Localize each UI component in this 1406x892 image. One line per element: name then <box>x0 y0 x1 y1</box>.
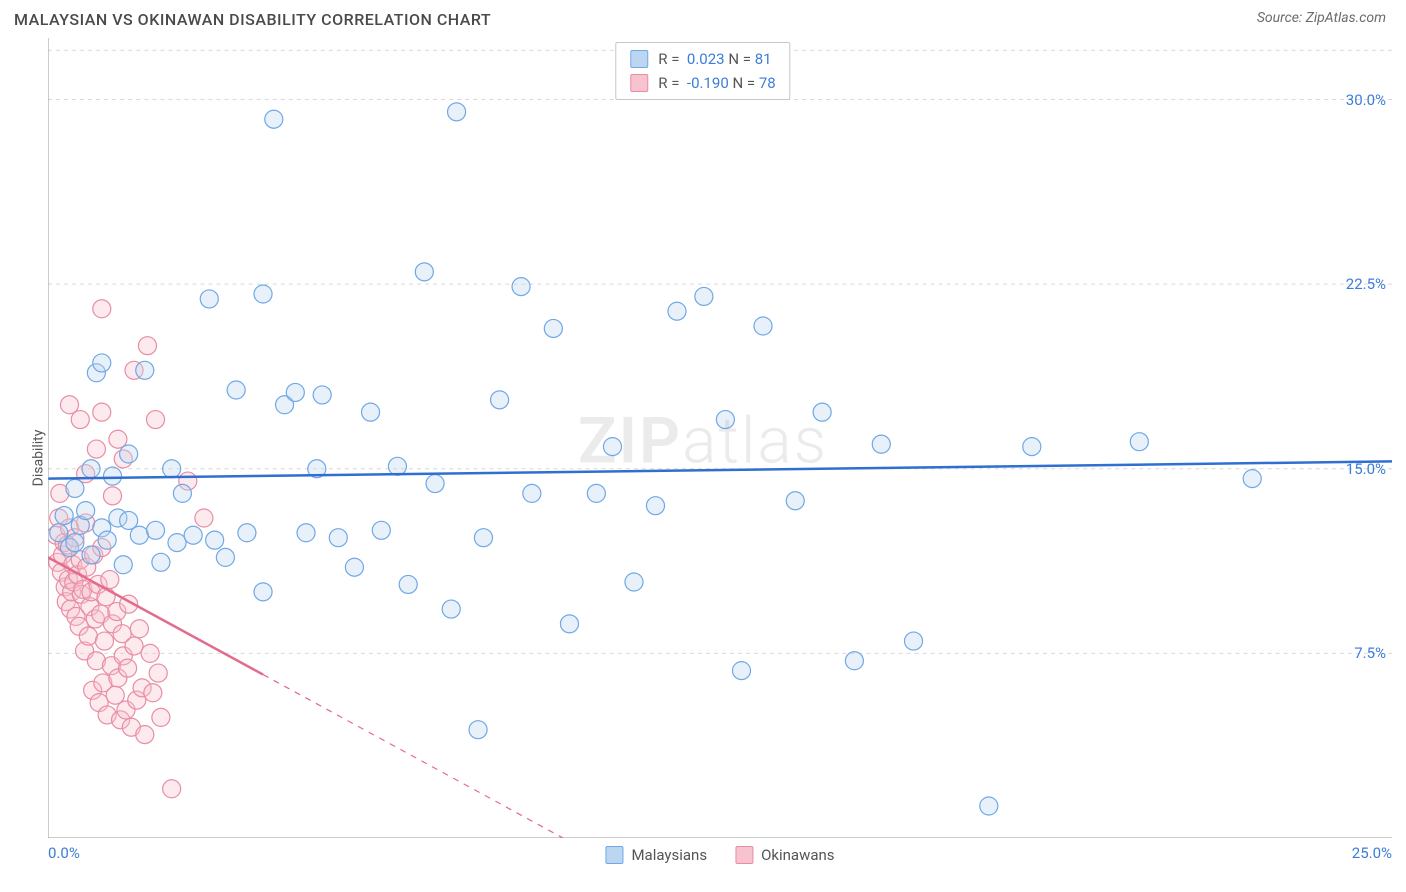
series-legend: Malaysians Okinawans <box>605 846 834 864</box>
swatch-icon <box>605 846 623 864</box>
legend-label: Okinawans <box>761 846 834 864</box>
legend-label: Malaysians <box>631 846 707 864</box>
y-tick-label: 15.0% <box>1346 460 1386 478</box>
swatch-icon <box>735 846 753 864</box>
y-tick-label: 22.5% <box>1346 275 1386 293</box>
legend-row-series-b: R = -0.190 N = 78 <box>630 71 775 95</box>
x-axis-max-label: 25.0% <box>1352 844 1392 862</box>
swatch-series-a <box>630 50 648 68</box>
swatch-series-b <box>630 74 648 92</box>
source-label: Source: ZipAtlas.com <box>1257 10 1386 26</box>
chart-title: MALAYSIAN VS OKINAWAN DISABILITY CORRELA… <box>14 10 491 29</box>
y-axis-label: Disability <box>30 430 46 487</box>
scatter-plot <box>48 38 1392 838</box>
y-tick-label: 30.0% <box>1346 91 1386 109</box>
chart-container: Disability 7.5% 15.0% 22.5% 30.0% R = 0.023… <box>14 38 1392 878</box>
correlation-legend: R = 0.023 N = 81 R = -0.190 N = 78 <box>615 42 790 100</box>
legend-item-a: Malaysians <box>605 846 707 864</box>
x-axis-min-label: 0.0% <box>48 844 80 862</box>
y-tick-label: 7.5% <box>1354 644 1386 662</box>
legend-item-b: Okinawans <box>735 846 834 864</box>
legend-row-series-a: R = 0.023 N = 81 <box>630 47 775 71</box>
